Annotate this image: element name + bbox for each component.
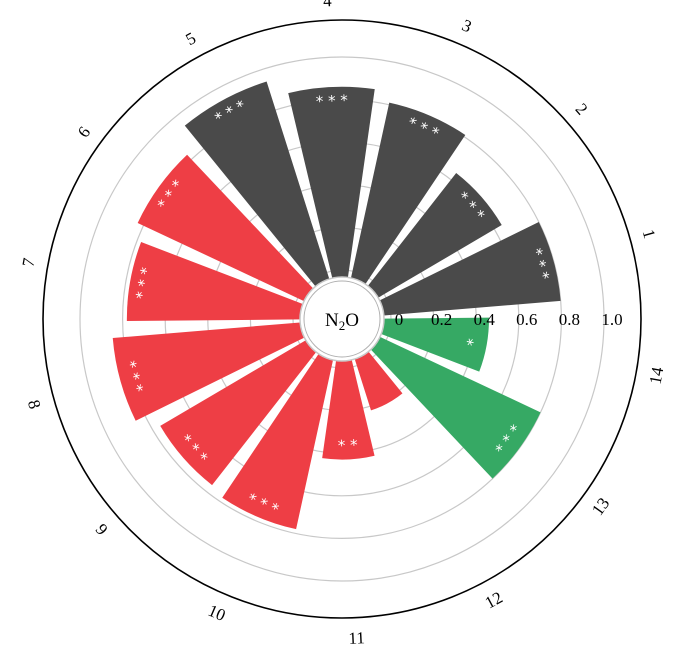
significance-14: * — [463, 337, 482, 348]
bar-5 — [184, 81, 330, 287]
bar-8 — [112, 322, 305, 421]
bar-10 — [222, 353, 334, 530]
radial-tick-5: 1.0 — [601, 310, 622, 329]
bar-9 — [160, 340, 317, 486]
outer-ring — [42, 19, 642, 619]
category-label-12: 12 — [482, 588, 506, 613]
bar-12 — [354, 351, 403, 411]
category-label-8: 8 — [24, 398, 45, 411]
category-label-4: 4 — [323, 0, 333, 11]
radial-tick-labels: 0 0.2 0.4 0.6 0.8 1.0 — [395, 310, 623, 329]
bar-4 — [288, 86, 375, 279]
bar-7 — [126, 242, 303, 322]
significance-7: * * * — [132, 265, 155, 300]
bar-1 — [379, 221, 561, 316]
significance-4: * * * — [316, 91, 349, 110]
bar-11 — [322, 359, 375, 460]
category-label-5: 5 — [182, 28, 199, 49]
grid-ring-5 — [79, 56, 605, 582]
category-label-1: 1 — [639, 227, 660, 240]
bar-3 — [350, 102, 466, 285]
significance-11: * * — [338, 436, 359, 455]
radial-tick-2: 0.4 — [474, 310, 496, 329]
center-hub: N2O — [299, 276, 385, 362]
radial-tick-0: 0 — [395, 310, 404, 329]
bar-14 — [381, 317, 489, 372]
center-label: N2O — [325, 310, 359, 333]
bar-6 — [137, 154, 314, 302]
category-label-6: 6 — [74, 123, 94, 141]
radial-tick-4: 0.8 — [559, 310, 580, 329]
category-label-3: 3 — [459, 16, 474, 37]
center-inner-circle — [303, 280, 381, 358]
category-label-9: 9 — [92, 520, 112, 539]
bar-13 — [370, 336, 541, 479]
bar-2 — [367, 173, 502, 298]
category-label-13: 13 — [588, 494, 613, 519]
category-label-14: 14 — [646, 365, 668, 386]
radial-tick-3: 0.6 — [516, 310, 537, 329]
category-label-7: 7 — [18, 256, 38, 268]
category-label-2: 2 — [572, 100, 592, 119]
bars-group — [112, 81, 561, 530]
radial-tick-1: 0.2 — [431, 310, 452, 329]
category-label-11: 11 — [348, 628, 365, 648]
category-label-10: 10 — [205, 601, 228, 625]
